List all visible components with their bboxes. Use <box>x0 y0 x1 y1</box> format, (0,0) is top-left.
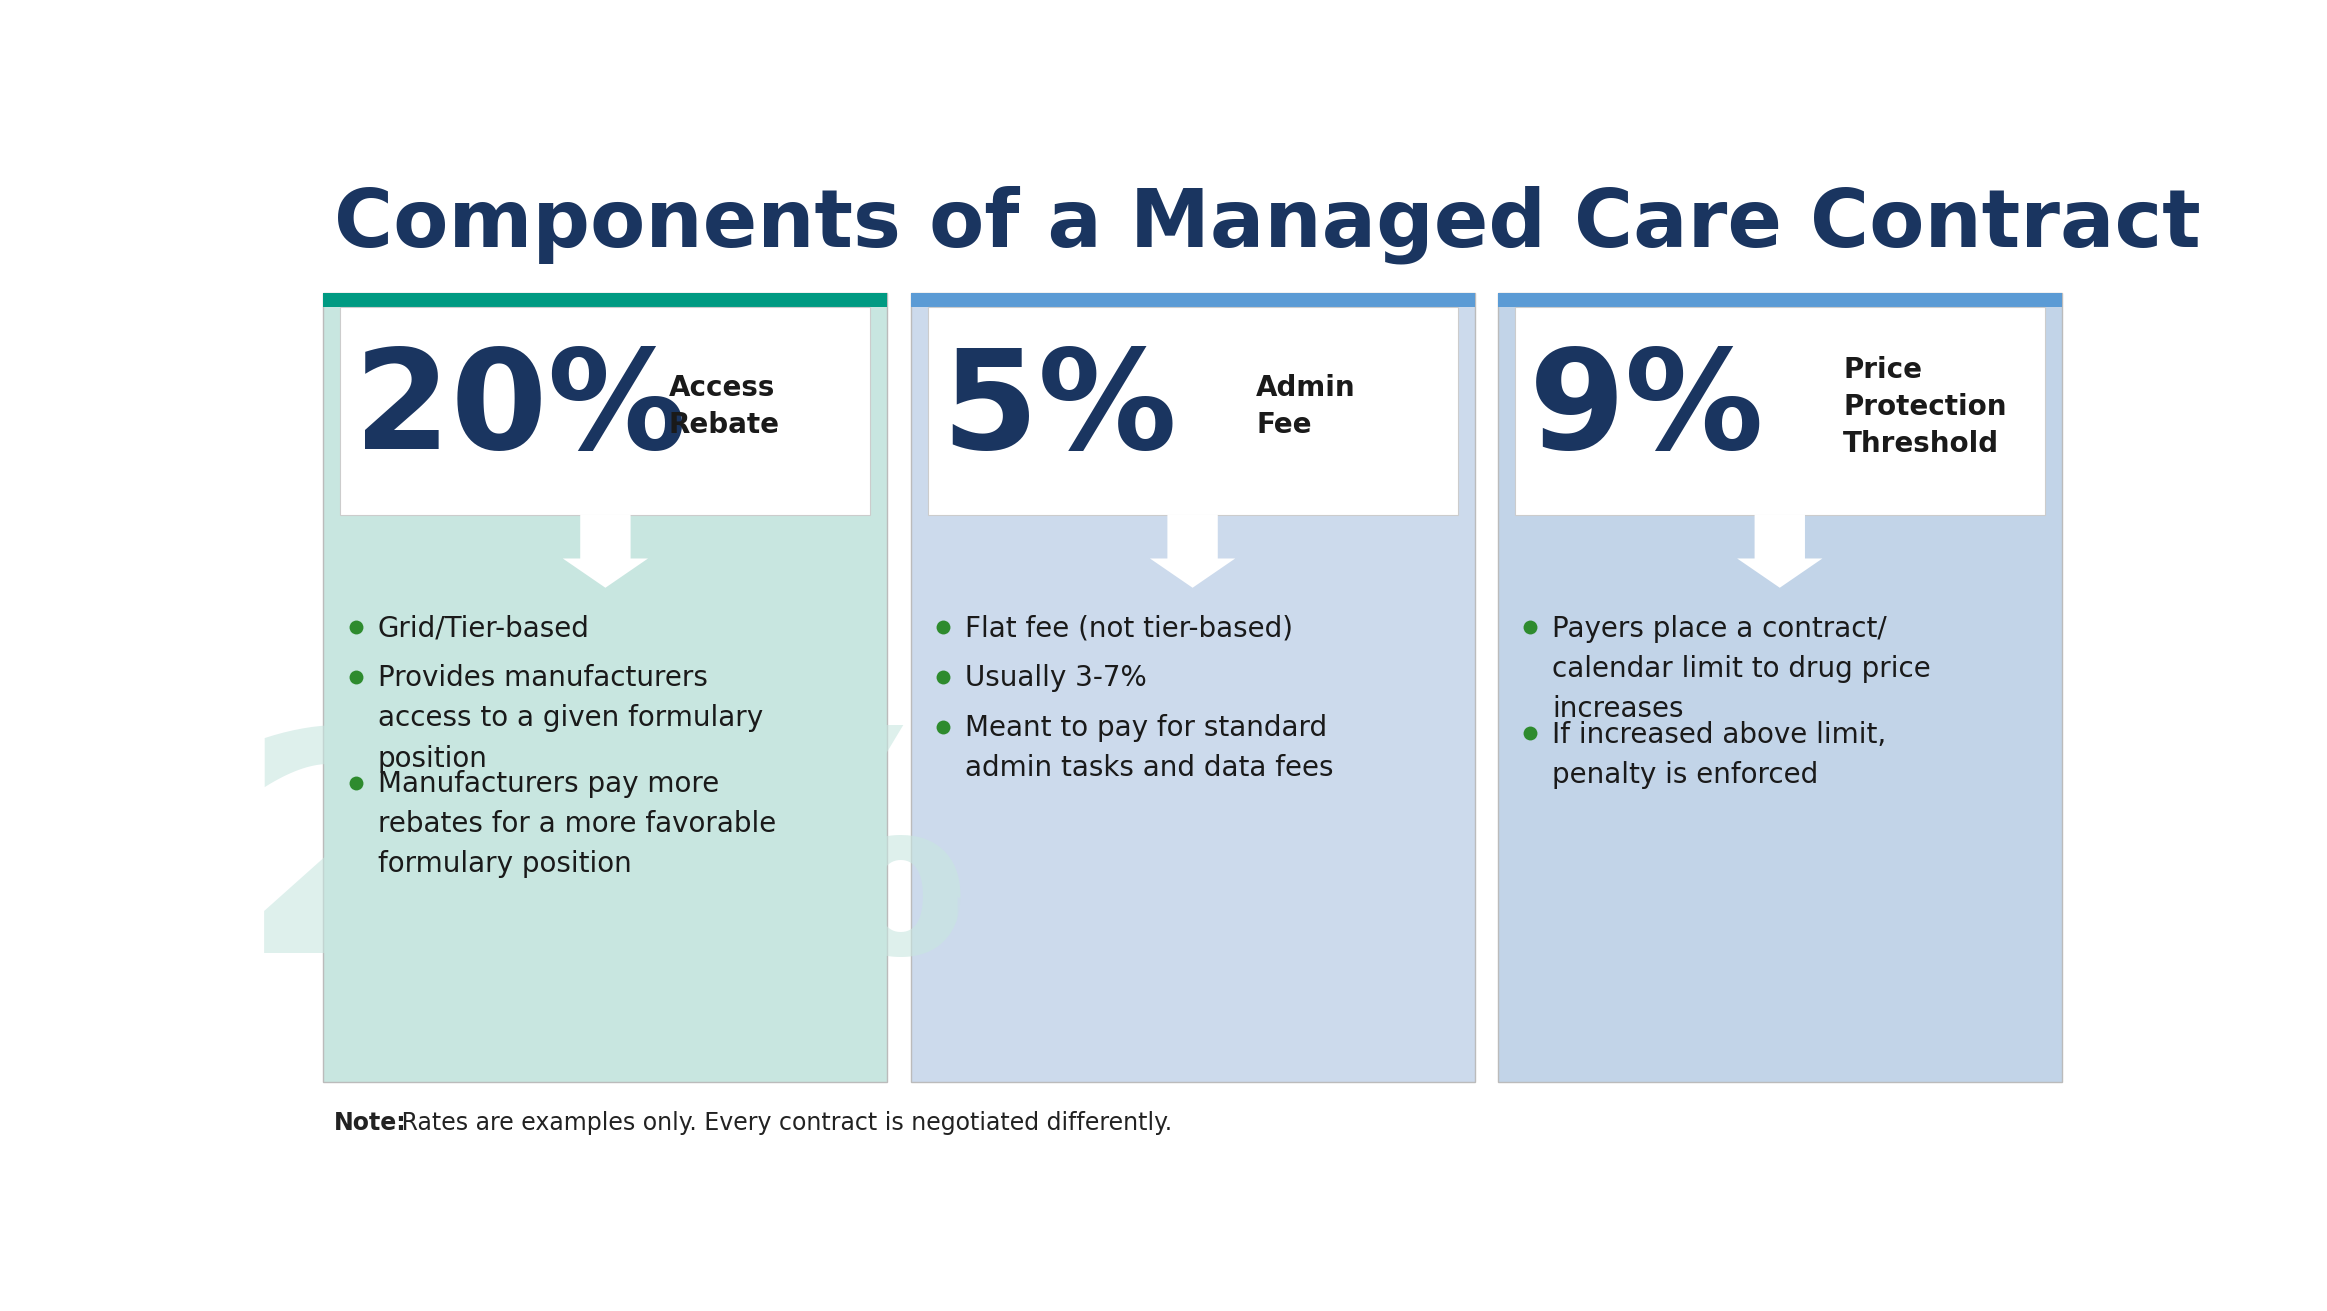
Polygon shape <box>1738 515 1822 587</box>
Bar <box>323 292 887 307</box>
Text: Admin
Fee: Admin Fee <box>1257 375 1357 439</box>
Text: Price
Protection
Threshold: Price Protection Threshold <box>1843 357 2006 458</box>
Text: 20%: 20% <box>354 343 686 479</box>
Polygon shape <box>1150 515 1236 587</box>
Polygon shape <box>563 515 647 587</box>
Bar <box>1515 307 2045 515</box>
Bar <box>340 307 870 515</box>
Text: 20%: 20% <box>240 721 970 1017</box>
Text: 9%: 9% <box>1520 721 2038 1017</box>
Bar <box>910 292 1475 1082</box>
Text: Flat fee (not tier-based): Flat fee (not tier-based) <box>966 615 1294 642</box>
Text: 9%: 9% <box>1529 343 1764 479</box>
Text: Access
Rebate: Access Rebate <box>668 375 780 439</box>
Text: Manufacturers pay more
rebates for a more favorable
formulary position: Manufacturers pay more rebates for a mor… <box>377 771 775 878</box>
Text: 5%: 5% <box>933 721 1452 1017</box>
Bar <box>1499 292 2062 1082</box>
Text: Payers place a contract/
calendar limit to drug price
increases: Payers place a contract/ calendar limit … <box>1552 615 1931 722</box>
Bar <box>910 292 1475 307</box>
Text: Meant to pay for standard
admin tasks and data fees: Meant to pay for standard admin tasks an… <box>966 714 1333 783</box>
Text: Usually 3-7%: Usually 3-7% <box>966 665 1147 692</box>
Text: Components of a Managed Care Contract: Components of a Managed Care Contract <box>333 185 2201 264</box>
Text: If increased above limit,
penalty is enforced: If increased above limit, penalty is enf… <box>1552 721 1887 789</box>
Text: Provides manufacturers
access to a given formulary
position: Provides manufacturers access to a given… <box>377 665 763 772</box>
Bar <box>323 292 887 1082</box>
Text: Note:: Note: <box>333 1112 407 1135</box>
Text: Rates are examples only. Every contract is negotiated differently.: Rates are examples only. Every contract … <box>393 1112 1173 1135</box>
Bar <box>928 307 1457 515</box>
Text: 5%: 5% <box>942 343 1177 479</box>
Text: Grid/Tier-based: Grid/Tier-based <box>377 615 589 642</box>
Bar <box>1499 292 2062 307</box>
